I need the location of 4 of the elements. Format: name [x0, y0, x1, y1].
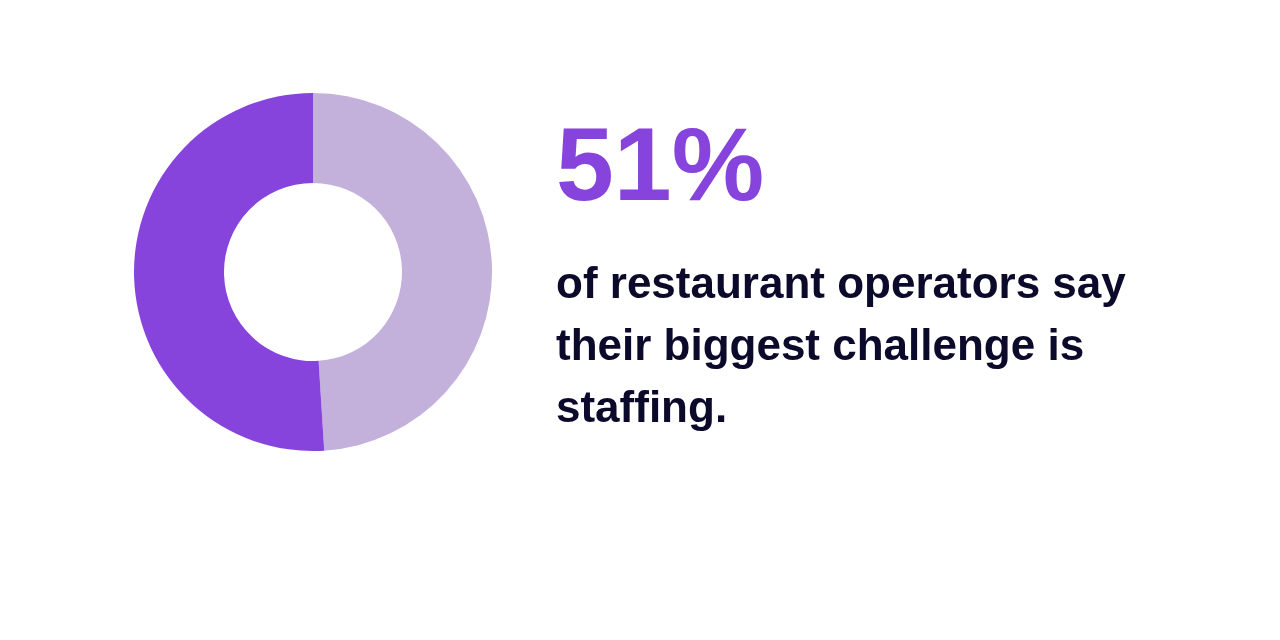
- donut-slice: [313, 93, 492, 451]
- chart-title: 51%: [556, 106, 765, 222]
- donut-slice: [134, 93, 325, 451]
- text: of restaurant operators say their biggest challenge is staffing.: [556, 258, 1127, 431]
